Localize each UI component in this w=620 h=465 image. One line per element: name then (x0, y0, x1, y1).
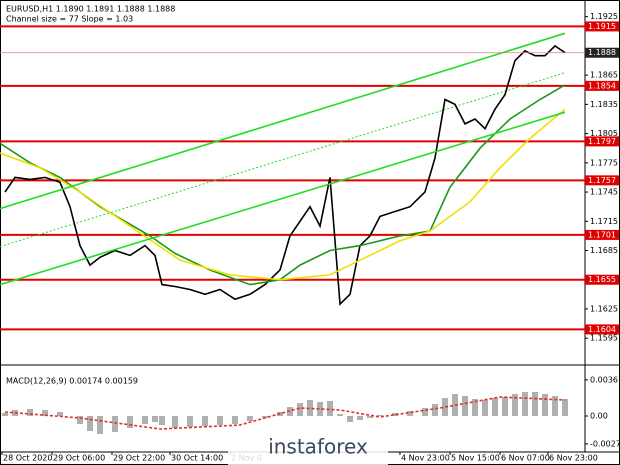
histogram-bar (367, 416, 373, 418)
histogram-bar (327, 401, 333, 416)
level-tag (585, 21, 619, 32)
moving-average (0, 84, 566, 286)
y-tick-label: 1.1925 (590, 12, 618, 21)
histogram-bar (297, 403, 303, 416)
histogram-bar (187, 416, 193, 427)
level-tag (585, 136, 619, 147)
histogram-bar (337, 414, 343, 416)
histogram-bar (407, 411, 413, 416)
histogram-bar (482, 400, 488, 416)
histogram-bar (432, 404, 438, 416)
histogram-bar (262, 416, 268, 418)
histogram-bar (522, 392, 528, 416)
histogram-bar (172, 416, 178, 428)
histogram-bar (57, 412, 63, 416)
price-line (4, 44, 566, 306)
watermark-text: instaforex (268, 435, 368, 459)
histogram-bar (307, 400, 313, 416)
histogram-bar (502, 397, 508, 416)
histogram-bar (42, 410, 48, 416)
y-tick-label: 1.1685 (590, 246, 618, 255)
histogram-bar (492, 398, 498, 416)
level-label: 1.1854 (588, 81, 616, 90)
y-tick-label: 1.1595 (590, 334, 618, 343)
level-tag (585, 324, 619, 335)
level-label: 1.1604 (588, 325, 616, 334)
histogram-bar (152, 416, 158, 422)
histogram-bar (512, 394, 518, 416)
x-tick-label: 29 Oct 06:00 (53, 454, 105, 463)
x-tick-label: 4 Nov 23:00 (401, 454, 450, 463)
channel-midline (0, 72, 566, 248)
histogram-bar (77, 416, 83, 424)
y-tick-label: 1.1745 (590, 188, 618, 197)
macd-title: MACD(12,26,9) 0.00174 0.00159 (6, 377, 138, 386)
moving-average (0, 108, 566, 281)
level-label: 1.1655 (588, 275, 616, 284)
watermark-box (228, 430, 388, 465)
level-tag (585, 175, 619, 186)
histogram-bar (27, 409, 33, 416)
y-tick-label: 0.00361 (590, 375, 620, 384)
histogram-bar (232, 416, 238, 424)
y-tick-label: 1.1805 (590, 129, 618, 138)
histogram-bar (347, 416, 353, 422)
last-price-tag (585, 47, 619, 58)
histogram-bar (532, 392, 538, 416)
watermark: instaforex (228, 430, 388, 465)
signal-line (4, 396, 566, 430)
y-tick-label: 1.1715 (590, 217, 618, 226)
histogram-bar (552, 396, 558, 416)
histogram-bar (112, 416, 118, 432)
last-price-label: 1.1888 (588, 48, 616, 57)
y-tick-label: 1.1865 (590, 71, 618, 80)
y-tick-label: 1.1835 (590, 100, 618, 109)
y-tick-label: 1.1775 (590, 158, 618, 167)
level-label: 1.1757 (588, 176, 616, 185)
histogram-bar (127, 416, 133, 428)
histogram-bar (142, 416, 148, 424)
histogram-bar (442, 398, 448, 416)
y-tick-label: -0.00279 (590, 439, 620, 448)
histogram-bar (357, 416, 363, 420)
histogram-bar (542, 394, 548, 416)
level-label: 1.1701 (588, 230, 616, 239)
histogram-bar (202, 416, 208, 426)
y-tick-label: 0.00 (590, 412, 608, 421)
channel-line (0, 32, 566, 210)
level-tag (585, 80, 619, 91)
x-tick-label: 5 Nov 15:00 (451, 454, 500, 463)
y-tick-label: 1.1625 (590, 304, 618, 313)
histogram-bar (377, 415, 383, 416)
x-tick-label: 28 Oct 2020 (3, 454, 52, 463)
x-tick-label: 6 Nov 07:00 (501, 454, 550, 463)
histogram-bar (87, 416, 93, 431)
histogram-bar (462, 396, 468, 416)
histogram-bar (392, 413, 398, 416)
level-tag (585, 274, 619, 285)
histogram-bar (422, 408, 428, 416)
level-tag (585, 229, 619, 240)
histogram-bar (217, 416, 223, 425)
chart-subtitle: Channel size = 77 Slope = 1.03 (6, 15, 133, 24)
histogram-bar (97, 416, 103, 434)
x-tick-label: 6 Nov 23:00 (549, 454, 598, 463)
histogram-bar (472, 399, 478, 416)
x-tick-label: 29 Oct 22:00 (113, 454, 165, 463)
histogram-bar (2, 413, 8, 416)
histogram-bar (562, 399, 568, 416)
level-label: 1.1797 (588, 137, 616, 146)
histogram-bar (247, 416, 253, 421)
histogram-bar (317, 402, 323, 416)
chart-title: EURUSD,H1 1.1890 1.1891 1.1888 1.1888 (6, 5, 175, 14)
histogram-bar (159, 416, 165, 425)
channel-line (0, 111, 566, 286)
x-tick-label: 30 Oct 14:00 (171, 454, 223, 463)
level-label: 1.1915 (588, 22, 616, 31)
